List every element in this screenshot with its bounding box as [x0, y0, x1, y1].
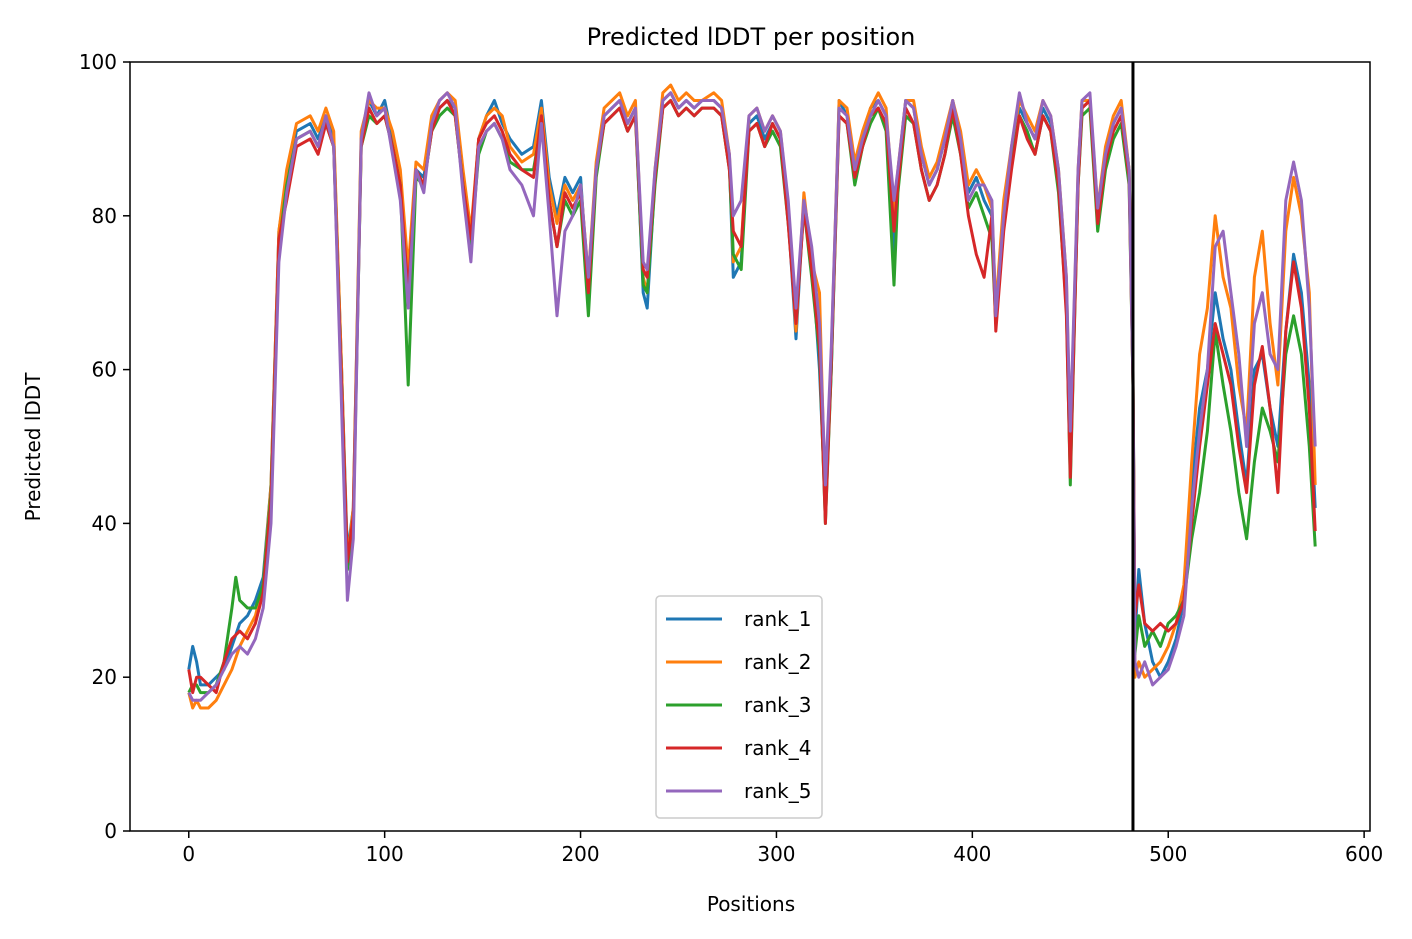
y-tick-label: 40: [92, 511, 117, 535]
x-tick-label: 100: [366, 842, 404, 866]
x-tick-label: 400: [953, 842, 991, 866]
y-tick-label: 80: [92, 204, 117, 228]
x-tick-label: 300: [757, 842, 795, 866]
legend-label-rank_3: rank_3: [744, 693, 811, 717]
legend-label-rank_4: rank_4: [744, 736, 811, 760]
y-tick-label: 0: [104, 819, 117, 843]
x-tick-label: 600: [1345, 842, 1383, 866]
y-tick-label: 20: [92, 665, 117, 689]
y-axis: 0 20 40 60 80 100: [79, 50, 130, 843]
legend-label-rank_1: rank_1: [744, 607, 811, 631]
x-tick-label: 500: [1149, 842, 1187, 866]
plot-frame: [129, 61, 1371, 832]
x-tick-label: 200: [561, 842, 599, 866]
y-axis-label: Predicted lDDT: [21, 372, 45, 522]
x-axis-label: Positions: [707, 892, 795, 916]
plot-area: [129, 61, 1371, 832]
x-axis: 0 100 200 300 400 500 600: [182, 831, 1383, 866]
y-tick-label: 100: [79, 50, 117, 74]
x-tick-label: 0: [182, 842, 195, 866]
y-tick-label: 60: [92, 358, 117, 382]
legend-label-rank_2: rank_2: [744, 650, 811, 674]
legend: rank_1 rank_2 rank_3 rank_4 rank_5: [655, 595, 823, 819]
chart-title: Predicted lDDT per position: [587, 23, 916, 51]
legend-label-rank_5: rank_5: [744, 779, 811, 803]
legend-frame: [655, 595, 823, 819]
